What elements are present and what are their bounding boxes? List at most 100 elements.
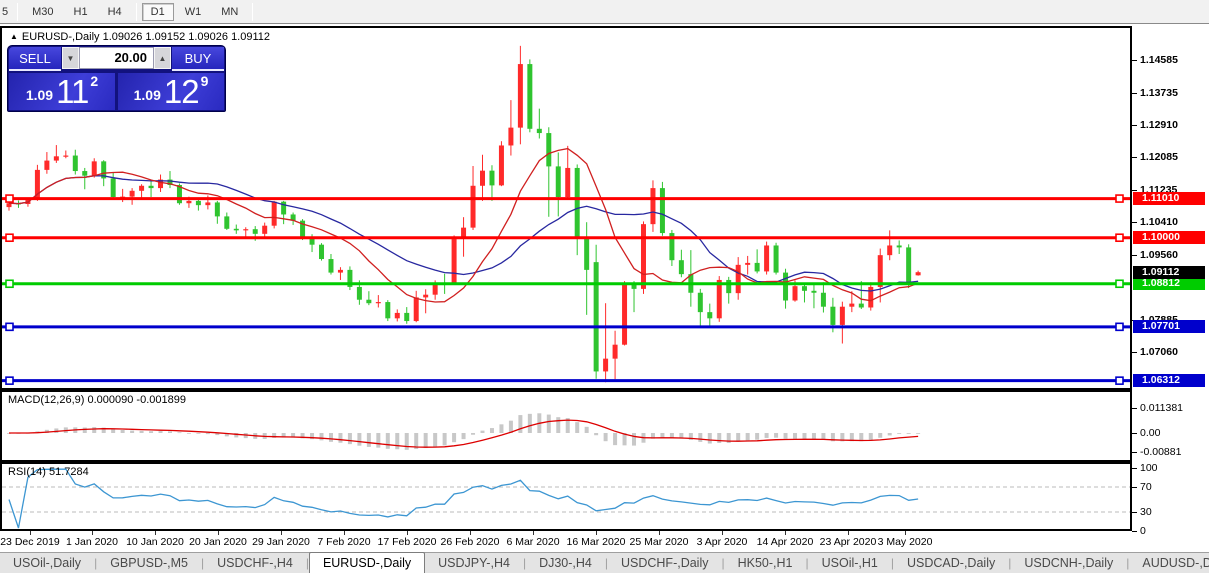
current-price-badge: 1.09112 xyxy=(1133,265,1205,279)
date-tick xyxy=(470,531,471,535)
timeframe-button-5[interactable]: 5 xyxy=(2,5,9,18)
chart-tab-usdcad-daily[interactable]: USDCAD-,Daily xyxy=(907,556,996,570)
timeframe-button-w1[interactable]: W1 xyxy=(184,5,202,18)
price-tick-label: 1.10410 xyxy=(1140,215,1178,228)
volume-decrease-icon[interactable]: ▼ xyxy=(62,47,79,69)
price-line-badge: 1.10000 xyxy=(1133,231,1205,245)
price-tick xyxy=(1132,351,1137,353)
toolbar-separator xyxy=(252,2,254,21)
toolbar-separator xyxy=(17,2,19,21)
chart-tab-bar: USOil-,Daily | GBPUSD-,M5 | USDCHF-,H4 | EURUS… xyxy=(0,552,1209,573)
buy-button[interactable]: BUY xyxy=(172,47,224,71)
macd-chart xyxy=(7,413,921,450)
price-chart-panel[interactable]: ▲ EURUSD-,Daily 1.09026 1.09152 1.09026 1… xyxy=(0,26,1132,390)
chart-ohlc-info: ▲ EURUSD-,Daily 1.09026 1.09152 1.09026 1… xyxy=(10,31,270,43)
tab-separator: | xyxy=(1008,556,1012,570)
tab-separator: | xyxy=(200,556,205,570)
chart-tab-dj30-h4[interactable]: DJ30-,H4 xyxy=(539,556,592,570)
chart-tab-usdcnh-daily[interactable]: USDCNH-,Daily xyxy=(1024,556,1114,570)
date-tick xyxy=(785,531,786,535)
toolbar-separator xyxy=(135,2,137,21)
date-tick xyxy=(596,531,597,535)
rsi-tick xyxy=(1132,487,1137,488)
buy-price-sup: 9 xyxy=(200,73,209,89)
chart-symbol-label: EURUSD-,Daily xyxy=(21,31,100,43)
sell-button[interactable]: SELL xyxy=(9,47,61,71)
chart-tab-usoil-daily[interactable]: USOil-,Daily xyxy=(13,556,82,570)
price-tick xyxy=(1132,124,1137,126)
date-label: 23 Dec 2019 xyxy=(0,536,60,548)
date-label: 25 Mar 2020 xyxy=(629,536,689,548)
timeframe-button-h1[interactable]: H1 xyxy=(73,5,88,18)
price-tick-label: 1.07060 xyxy=(1140,345,1178,358)
horizontal-line-1.1[interactable] xyxy=(2,233,1130,243)
macd-tick xyxy=(1132,407,1137,409)
horizontal-line-1.1101[interactable] xyxy=(2,194,1130,203)
tab-separator: | xyxy=(1126,556,1130,570)
timeframe-button-m30[interactable]: M30 xyxy=(32,5,54,18)
chart-tab-audusd-daily[interactable]: AUDUSD-,Daily xyxy=(1142,556,1209,570)
timeframe-button-mn[interactable]: MN xyxy=(221,5,239,18)
timeframe-toolbar: 5 M30 H1 H4 D1 W1 MN xyxy=(0,0,1209,24)
chart-ohlc-values: 1.09026 1.09152 1.09026 1.09112 xyxy=(102,31,271,43)
date-label: 23 Apr 2020 xyxy=(819,536,877,548)
date-tick xyxy=(848,531,849,535)
tab-separator: | xyxy=(721,556,725,570)
volume-input[interactable]: 20.00 xyxy=(79,47,154,69)
date-tick xyxy=(92,531,93,535)
price-tick-label: 1.14585 xyxy=(1140,54,1178,66)
macd-tick-label: 0.00 xyxy=(1140,427,1161,439)
date-axis[interactable]: 23 Dec 2019 1 Jan 2020 10 Jan 2020 20 Jan 2… xyxy=(0,531,1132,552)
rsi-tick xyxy=(1132,530,1137,532)
price-line-badge: 1.11010 xyxy=(1133,192,1205,206)
horizontal-line-1.07701[interactable] xyxy=(2,322,1130,332)
date-tick xyxy=(30,531,31,535)
collapse-panel-icon[interactable]: ▲ xyxy=(10,32,18,41)
date-tick xyxy=(905,531,906,535)
date-label: 10 Jan 2020 xyxy=(126,536,184,548)
price-axis[interactable]: 1.14585 1.13735 1.12910 1.12085 1.11235 1.104… xyxy=(1132,26,1209,552)
macd-tick-label: -0.00881 xyxy=(1140,446,1182,459)
rsi-tick-label: 70 xyxy=(1140,481,1152,493)
horizontal-line-1.06312[interactable] xyxy=(2,376,1130,385)
timeframe-button-h4[interactable]: H4 xyxy=(107,5,122,18)
sell-price-tile[interactable]: 1.09 11 2 xyxy=(9,73,115,110)
macd-signal-line xyxy=(9,419,919,448)
ma-fast-line xyxy=(8,147,919,303)
candlestick-chart[interactable] xyxy=(2,28,1130,388)
price-tick xyxy=(1132,92,1137,94)
date-label: 14 Apr 2020 xyxy=(756,536,814,548)
sell-price-sup: 2 xyxy=(90,73,99,89)
buy-price-tile[interactable]: 1.09 12 9 xyxy=(118,73,224,110)
chart-tab-usoil-h1[interactable]: USOil-,H1 xyxy=(821,556,878,570)
chart-tab-usdjpy-h4[interactable]: USDJPY-,H4 xyxy=(438,556,510,570)
rsi-tick-label: 100 xyxy=(1140,462,1158,475)
price-line-badge: 1.07701 xyxy=(1133,320,1205,334)
chart-tab-usdchf-h4[interactable]: USDCHF-,H4 xyxy=(217,556,293,570)
chart-tab-usdchf-daily[interactable]: USDCHF-,Daily xyxy=(620,556,709,570)
chart-tab-eurusd-daily[interactable]: EURUSD-,Daily xyxy=(308,552,426,573)
date-tick xyxy=(218,531,219,535)
price-tick-label: 1.13735 xyxy=(1140,86,1178,99)
date-tick xyxy=(533,531,534,535)
volume-increase-icon[interactable]: ▲ xyxy=(154,47,171,69)
date-label: 6 Mar 2020 xyxy=(506,536,560,548)
macd-indicator-panel[interactable]: MACD(12,26,9) 0.000090 -0.001899 xyxy=(0,390,1132,462)
date-label: 20 Jan 2020 xyxy=(189,536,247,548)
rsi-chart xyxy=(2,468,1130,529)
rsi-indicator-panel[interactable]: RSI(14) 51.7284 xyxy=(0,462,1132,531)
timeframe-button-d1[interactable]: D1 xyxy=(141,2,174,21)
date-label: 3 May 2020 xyxy=(877,536,933,548)
one-click-trading-widget: SELL ▼ 20.00 ▲ BUY 1.09 11 2 1.09 12 9 xyxy=(7,45,226,112)
date-tick xyxy=(659,531,660,535)
volume-stepper: ▼ 20.00 ▲ xyxy=(61,47,172,71)
chart-tab-hk50-h1[interactable]: HK50-,H1 xyxy=(737,556,793,570)
date-label: 17 Feb 2020 xyxy=(377,536,437,548)
tab-separator: | xyxy=(522,556,527,570)
horizontal-line-1.08812[interactable] xyxy=(2,279,1130,289)
price-tick xyxy=(1132,254,1137,256)
price-tick-label: 1.12085 xyxy=(1140,150,1178,163)
chart-tab-gbpusd-m5[interactable]: GBPUSD-,M5 xyxy=(110,556,188,570)
tab-separator: | xyxy=(805,556,809,570)
date-tick xyxy=(155,531,156,535)
